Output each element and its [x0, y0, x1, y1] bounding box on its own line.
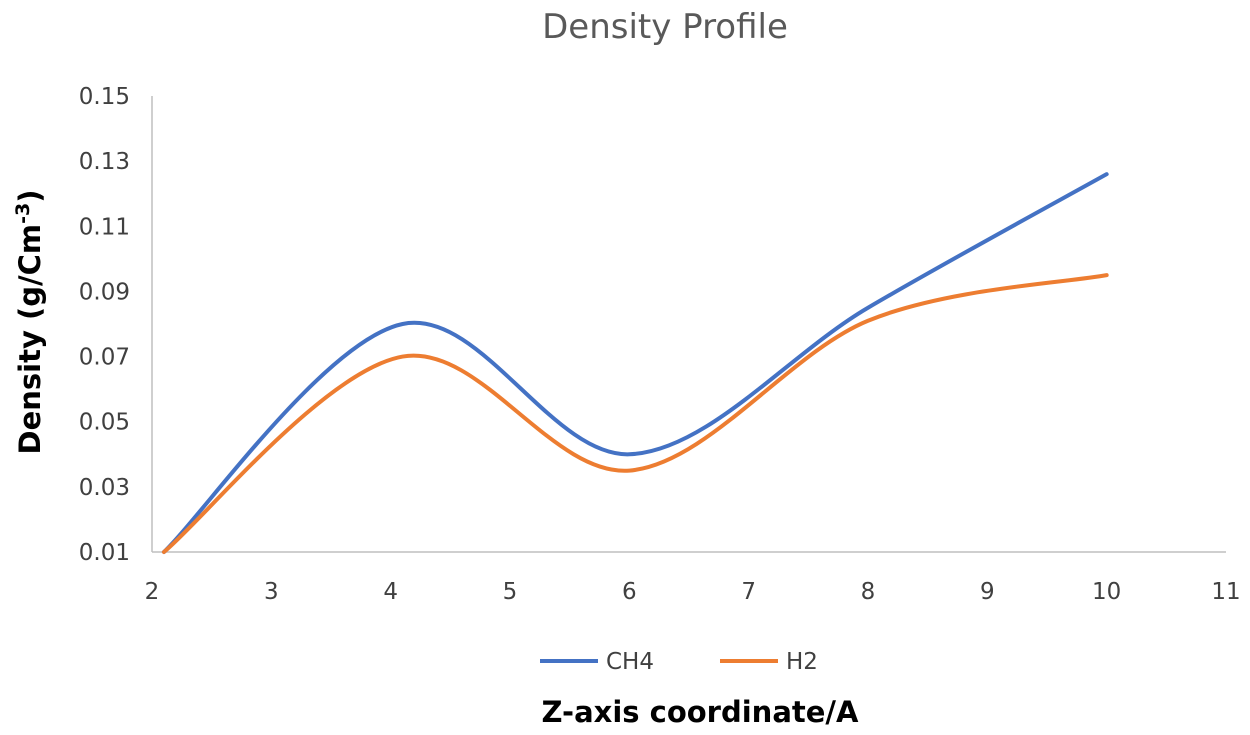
x-axis-ticks: 2 3 4 5 6 7 8 9 10 11	[145, 579, 1241, 605]
x-tick-label: 11	[1211, 579, 1240, 605]
x-tick-label: 9	[980, 579, 995, 605]
chart-title: Density Profile	[542, 7, 788, 47]
x-tick-label: 3	[264, 579, 279, 605]
y-axis-title-superscript: -3	[12, 203, 34, 224]
y-tick-label: 0.13	[79, 149, 130, 175]
y-axis-ticks: 0.01 0.03 0.05 0.07 0.09 0.11 0.13 0.15	[79, 84, 130, 566]
series-line-h2	[161, 273, 1109, 554]
x-tick-label: 5	[503, 579, 518, 605]
x-tick-label: 4	[383, 579, 398, 605]
legend-label-h2: H2	[786, 649, 818, 675]
y-axis-title-suffix: )	[13, 190, 47, 203]
legend: CH4 H2	[540, 649, 818, 675]
y-axis-title-main: Density (g/Cm	[13, 224, 47, 455]
y-tick-label: 0.07	[79, 345, 130, 371]
y-tick-label: 0.05	[79, 410, 130, 436]
x-tick-label: 10	[1092, 579, 1121, 605]
series-lines	[161, 172, 1109, 554]
x-tick-label: 2	[145, 579, 160, 605]
y-tick-label: 0.15	[79, 84, 130, 110]
y-tick-label: 0.01	[79, 540, 130, 566]
plot-area: 0.01 0.03 0.05 0.07 0.09 0.11 0.13 0.15 2 3 4 5 6 7 8…	[79, 84, 1241, 605]
x-tick-label: 7	[741, 579, 756, 605]
x-tick-label: 8	[861, 579, 876, 605]
legend-label-ch4: CH4	[606, 649, 654, 675]
y-tick-label: 0.03	[79, 475, 130, 501]
x-tick-label: 6	[622, 579, 637, 605]
y-axis-title: Density (g/Cm-3)	[12, 190, 47, 455]
x-axis-title: Z-axis coordinate/A	[542, 695, 860, 729]
y-tick-label: 0.11	[79, 214, 130, 240]
y-tick-label: 0.09	[79, 279, 130, 305]
series-line-ch4	[161, 172, 1109, 554]
